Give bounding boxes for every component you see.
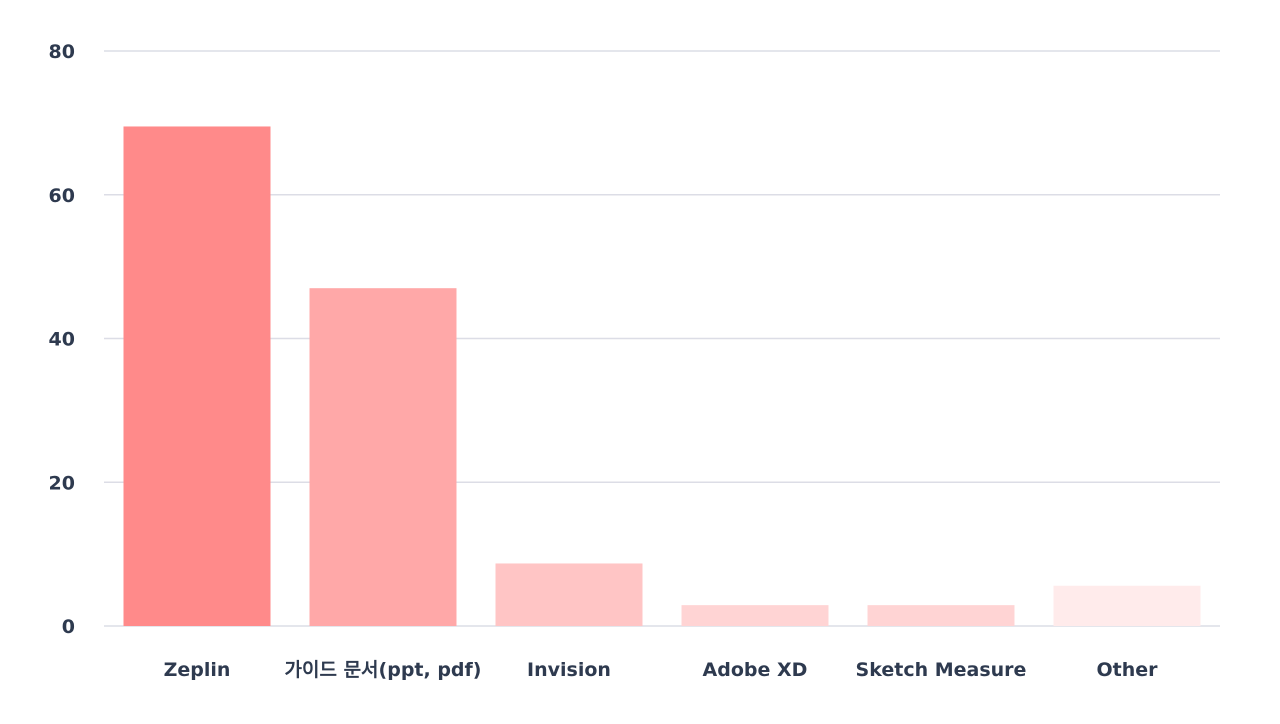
bar [123, 126, 271, 626]
bar [681, 605, 829, 626]
y-tick-label: 40 [49, 329, 75, 351]
x-tick-label: 가이드 문서(ppt, pdf) [285, 659, 482, 681]
y-tick-label: 80 [49, 41, 75, 63]
x-tick-label: Other [1096, 659, 1158, 681]
bar [309, 288, 457, 626]
x-tick-label: Invision [527, 659, 611, 681]
y-tick-label: 0 [62, 616, 75, 638]
y-axis-ticks: 0 20 40 60 80 [49, 41, 75, 638]
gridlines [104, 50, 1220, 627]
x-tick-label: Sketch Measure [856, 659, 1027, 681]
x-tick-label: Zeplin [164, 659, 231, 681]
bar [867, 605, 1015, 626]
x-tick-label: Adobe XD [703, 659, 808, 681]
y-tick-label: 60 [49, 185, 75, 207]
bar [495, 563, 643, 626]
bar [1053, 585, 1201, 626]
x-axis-ticks: Zeplin 가이드 문서(ppt, pdf) Invision Adobe XD Sk… [164, 659, 1159, 681]
y-tick-label: 20 [49, 472, 75, 494]
bars [123, 126, 1201, 626]
